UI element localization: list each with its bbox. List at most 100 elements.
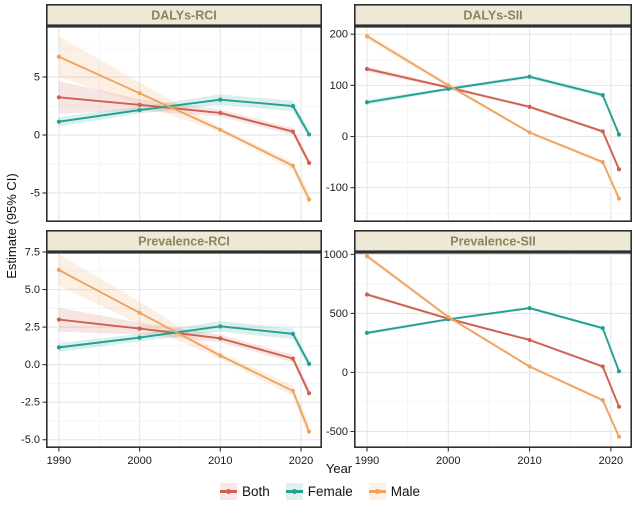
y-tick-label: -100: [326, 182, 348, 194]
series-point-male: [446, 314, 451, 320]
facet-dalys-sii: 200 100 0 -100 DALYs-SII: [326, 4, 632, 222]
series-point-male: [600, 160, 605, 165]
series-point-female: [446, 86, 451, 92]
series-point-male: [137, 310, 142, 315]
series-point-female: [137, 107, 142, 113]
series-point-both: [218, 336, 223, 341]
legend-key-dot: [374, 489, 380, 494]
facet-strip-title: DALYs-SII: [463, 9, 522, 23]
series-point-female: [290, 103, 296, 109]
series-point-both: [600, 364, 605, 369]
series-point-female: [600, 92, 605, 98]
y-tick-label: 1000: [324, 249, 348, 261]
legend-label: Female: [307, 484, 353, 499]
series-point-male: [446, 83, 451, 88]
x-tick-label: 2020: [599, 455, 623, 467]
legend-key-both-icon: [219, 483, 237, 500]
y-tick-label: 0.0: [25, 359, 40, 371]
series-point-both: [616, 404, 622, 409]
y-tick-label: -5: [30, 188, 40, 200]
series-ribbon-male: [58, 254, 310, 440]
y-tick-label: 500: [330, 308, 348, 320]
series-point-male: [218, 127, 223, 132]
legend-label: Both: [241, 484, 270, 499]
x-tick-label: 2020: [289, 455, 313, 467]
series-point-both: [56, 95, 62, 100]
y-tick-label: 2.5: [25, 322, 40, 334]
series-point-male: [56, 267, 62, 273]
y-tick-label: 5: [34, 72, 40, 84]
series-point-both: [306, 160, 312, 165]
series-point-female: [616, 369, 622, 374]
legend-item-both: Both: [219, 483, 270, 500]
facet-dalys-rci: 5 0 -5 DALYs-RCI: [30, 4, 322, 222]
series-point-both: [600, 129, 605, 134]
legend-item-female: Female: [285, 483, 353, 500]
x-tick-label: 2000: [436, 455, 460, 467]
series-point-male: [306, 197, 312, 202]
series-ribbon-male: [58, 36, 310, 207]
y-tick-label: 5.0: [25, 284, 40, 296]
series-point-male: [306, 429, 312, 434]
y-tick-label: 7.5: [25, 247, 40, 259]
series-point-male: [56, 54, 62, 59]
series-point-both: [218, 110, 223, 116]
series-point-male: [364, 34, 370, 39]
series-point-female: [290, 331, 296, 336]
series-point-both: [306, 391, 312, 396]
series-point-both: [137, 326, 142, 331]
series-point-male: [290, 388, 296, 394]
series-ribbon-female: [367, 74, 619, 138]
x-tick-label: 1990: [47, 455, 71, 467]
series-point-both: [616, 167, 622, 172]
series-ribbon-female: [58, 321, 310, 369]
series-point-both: [527, 337, 532, 343]
series-point-female: [137, 335, 142, 340]
legend-key-male-icon: [368, 483, 386, 500]
series-point-male: [218, 353, 223, 358]
series-ribbon-female: [58, 94, 310, 139]
y-tick-label: -500: [326, 426, 348, 438]
y-tick-label: 0: [342, 367, 348, 379]
series-point-female: [306, 361, 312, 366]
legend-item-male: Male: [368, 483, 421, 500]
facet-strip-title: DALYs-RCI: [151, 9, 217, 23]
series-point-both: [364, 66, 370, 72]
facet-prevalence-sii: 1000 500 0 -500 1990 2000 2010 2020 Prevalence-S…: [324, 230, 632, 467]
x-axis-title: Year: [325, 461, 353, 476]
series-point-female: [218, 324, 223, 329]
x-tick-label: 1990: [355, 455, 379, 467]
series-point-both: [137, 102, 142, 107]
y-tick-label: 0: [34, 130, 40, 142]
series-point-both: [290, 129, 296, 134]
facet-prevalence-rci: 7.5 5.0 2.5 0.0 -2.5 -5.0 1990 2000 2010 2020 Prev…: [21, 230, 322, 467]
series-point-female: [306, 132, 312, 137]
y-axis-title: Estimate (95% CI): [4, 173, 19, 279]
series-point-both: [527, 104, 532, 109]
series-point-female: [218, 97, 223, 102]
y-tick-label: -5.0: [21, 434, 40, 446]
series-point-male: [616, 434, 622, 439]
series-point-female: [527, 305, 532, 311]
x-tick-label: 2010: [517, 455, 541, 467]
y-tick-label: 0: [342, 131, 348, 143]
chart-legend: Both Female Male: [0, 483, 640, 500]
series-point-both: [290, 356, 296, 361]
series-point-male: [364, 254, 370, 259]
legend-label: Male: [390, 484, 421, 499]
facet-strip-title: Prevalence-SII: [450, 235, 535, 249]
series-point-female: [600, 326, 605, 331]
series-point-female: [364, 100, 370, 105]
facet-strip-title: Prevalence-RCI: [138, 235, 230, 249]
legend-key-dot: [225, 489, 231, 494]
x-tick-label: 2000: [127, 455, 151, 467]
legend-key-dot: [291, 489, 297, 494]
legend-key-female-icon: [285, 483, 303, 500]
series-point-female: [56, 345, 62, 350]
series-point-male: [137, 91, 142, 96]
series-point-female: [616, 132, 622, 137]
series-point-female: [364, 330, 370, 335]
series-point-male: [527, 364, 532, 369]
y-tick-label: 100: [330, 80, 348, 92]
